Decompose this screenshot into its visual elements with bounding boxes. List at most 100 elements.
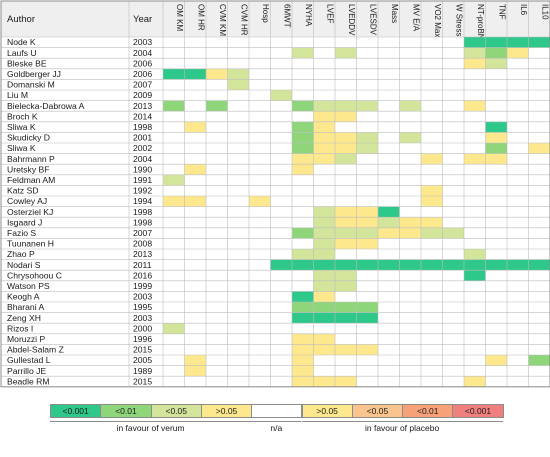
heatmap-cell <box>313 143 335 154</box>
heatmap-cell <box>485 174 507 186</box>
heatmap-cell <box>184 323 206 334</box>
heatmap-cell <box>421 143 443 154</box>
heatmap-cell <box>292 280 314 292</box>
heatmap-cell <box>335 270 357 281</box>
heatmap-cell <box>464 58 486 69</box>
row-author: Fazio S <box>7 228 36 238</box>
row-author: Node K <box>7 37 36 47</box>
column-header: NYHA <box>304 4 313 27</box>
heatmap-cell <box>270 185 292 196</box>
heatmap-cell <box>206 355 228 366</box>
heatmap-cell <box>464 302 486 313</box>
heatmap-cell <box>313 291 335 302</box>
heatmap-cell <box>485 153 507 165</box>
heatmap-cell <box>464 174 486 186</box>
heatmap-cell <box>184 355 206 366</box>
heatmap-cell <box>206 376 228 387</box>
heatmap-cell <box>227 259 249 271</box>
heatmap-cell <box>507 270 529 281</box>
row-author: Isgaard J <box>7 217 42 227</box>
heatmap-cell <box>184 302 206 313</box>
heatmap-cell <box>507 68 529 80</box>
row-author: Feldman AM <box>7 175 55 185</box>
heatmap-cell <box>464 153 486 165</box>
heatmap-cell <box>292 90 314 101</box>
column-header: Mass <box>390 4 399 23</box>
row-year: 2003 <box>133 313 152 323</box>
heatmap-cell <box>184 196 206 207</box>
column-header: CVM KM <box>218 4 227 36</box>
heatmap-cell <box>507 47 529 59</box>
heatmap-cell <box>485 333 507 345</box>
heatmap-cell <box>507 376 529 387</box>
heatmap-cell <box>356 121 378 133</box>
heatmap-cell <box>507 217 529 228</box>
heatmap-cell <box>270 206 292 218</box>
column-header: MV E/A <box>411 4 420 32</box>
heatmap-cell <box>378 111 400 122</box>
heatmap-cell <box>163 217 185 228</box>
heatmap-cell <box>184 58 206 69</box>
heatmap-cell <box>249 174 271 186</box>
row-author: Keogh A <box>7 292 40 302</box>
legend-swatch: <0.001 <box>452 404 504 418</box>
heatmap-cell <box>335 153 357 165</box>
heatmap-cell <box>421 121 443 133</box>
heatmap-cell <box>292 249 314 260</box>
heatmap-cell <box>378 355 400 366</box>
heatmap-cell <box>335 312 357 324</box>
legend-swatch: >0.05 <box>200 404 253 418</box>
heatmap-cell <box>270 344 292 355</box>
heatmap-cell <box>464 206 486 218</box>
heatmap-cell <box>184 291 206 302</box>
heatmap-cell <box>335 238 357 249</box>
heatmap-cell <box>163 58 185 69</box>
heatmap-cell <box>507 302 529 313</box>
heatmap-cell <box>292 153 314 165</box>
column-header: OM HR <box>196 4 205 31</box>
heatmap-cell <box>528 174 550 186</box>
heatmap-cell <box>227 376 249 387</box>
heatmap-cell <box>378 302 400 313</box>
heatmap-cell <box>356 227 378 239</box>
heatmap-cell <box>184 259 206 271</box>
heatmap-cell <box>313 280 335 292</box>
heatmap-cell <box>421 333 443 345</box>
heatmap-cell <box>421 79 443 90</box>
heatmap-cell <box>464 344 486 355</box>
row-year: 2014 <box>133 111 152 121</box>
heatmap-cell <box>335 291 357 302</box>
heatmap-cell <box>485 323 507 334</box>
heatmap-cell <box>335 37 357 48</box>
heatmap-cell <box>292 68 314 80</box>
heatmap-cell <box>421 100 443 112</box>
heatmap-cell <box>249 355 271 366</box>
heatmap-cell <box>399 58 421 69</box>
heatmap-cell <box>378 58 400 69</box>
heatmap-cell <box>163 132 185 143</box>
heatmap-cell <box>356 344 378 355</box>
heatmap-cell <box>292 333 314 345</box>
heatmap-cell <box>528 185 550 196</box>
heatmap-cell <box>464 79 486 90</box>
heatmap-cell <box>528 355 550 366</box>
row-year: 2005 <box>133 355 152 365</box>
heatmap-cell <box>206 47 228 59</box>
heatmap-cell <box>313 196 335 207</box>
heatmap-cell <box>378 259 400 271</box>
heatmap-cell <box>356 323 378 334</box>
heatmap-cell <box>270 312 292 324</box>
heatmap-cell <box>507 164 529 175</box>
heatmap-cell <box>249 185 271 196</box>
heatmap-cell <box>528 217 550 228</box>
heatmap-cell <box>163 174 185 186</box>
heatmap-cell <box>249 365 271 377</box>
heatmap-cell <box>507 238 529 249</box>
heatmap-cell <box>442 249 464 260</box>
row-year: 2006 <box>133 58 152 68</box>
heatmap-cell <box>227 111 249 122</box>
heatmap-cell <box>356 249 378 260</box>
heatmap-cell <box>528 79 550 90</box>
heatmap-cell <box>442 280 464 292</box>
heatmap-cell <box>378 79 400 90</box>
